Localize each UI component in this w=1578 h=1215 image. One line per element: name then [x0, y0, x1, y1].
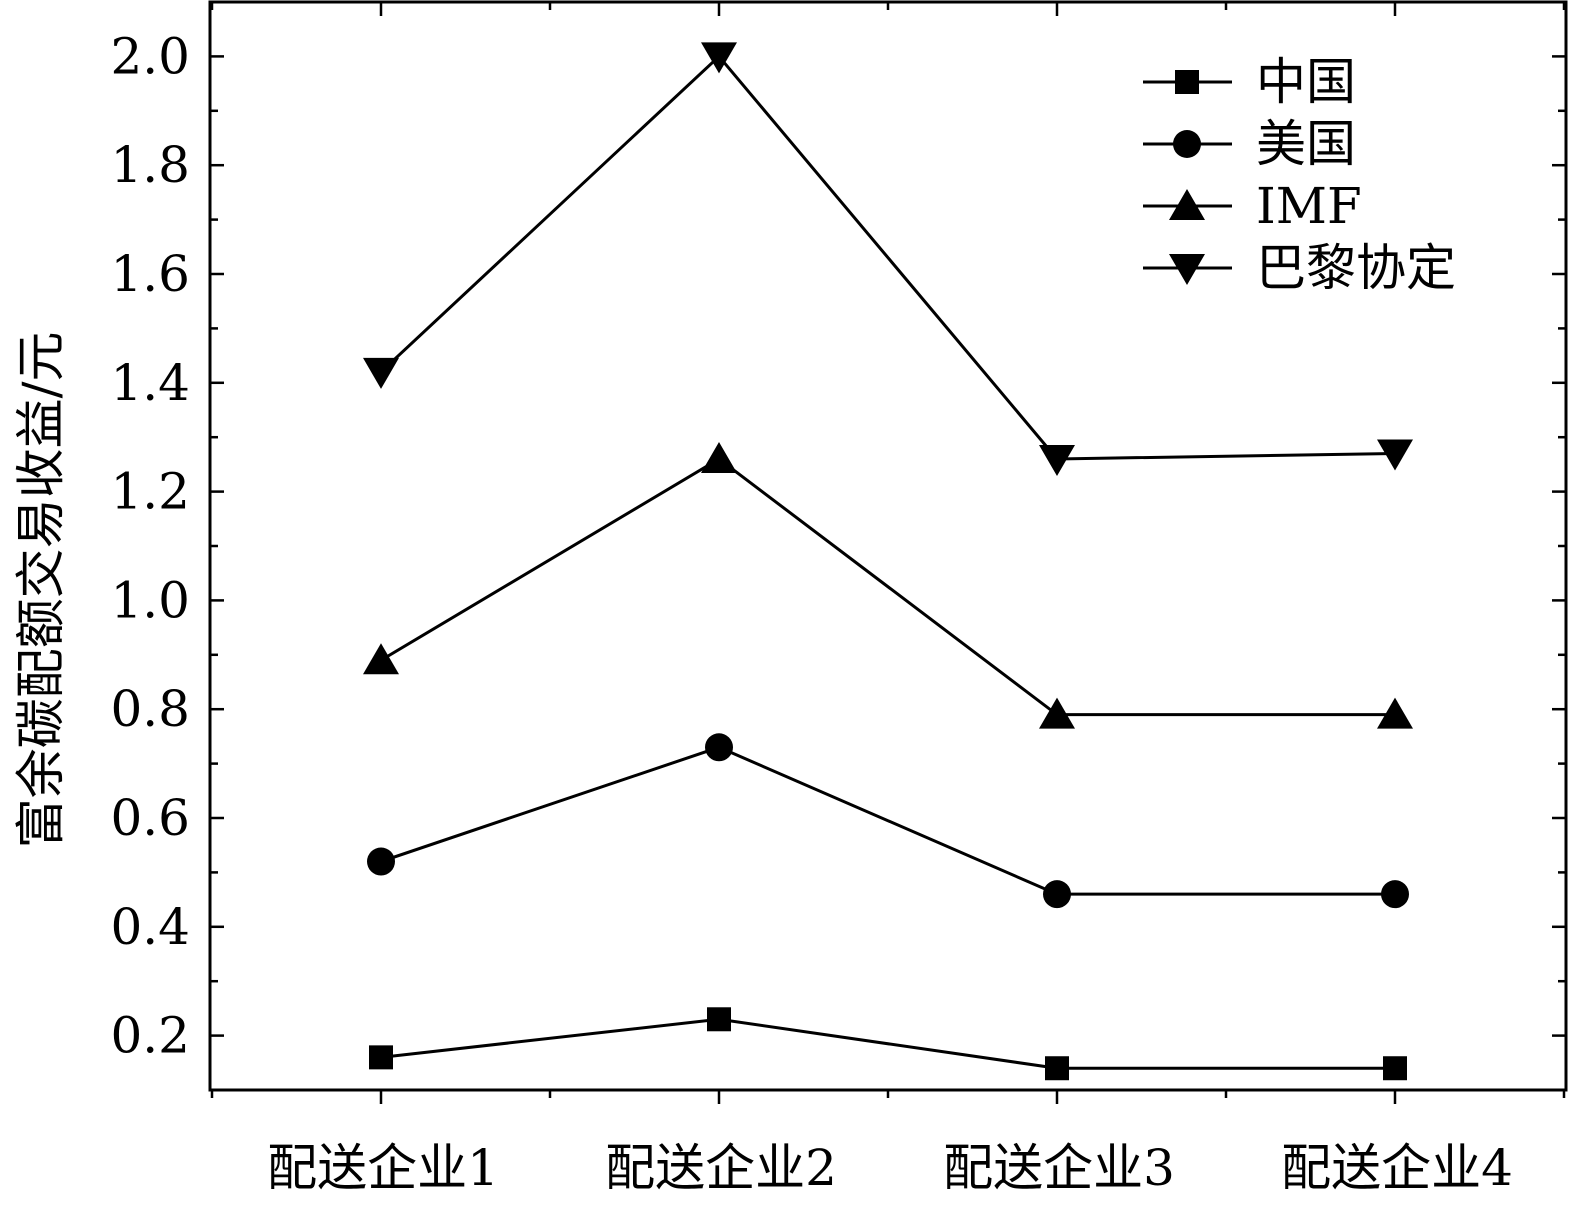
data-point — [363, 643, 399, 675]
y-tick-label: 1.4 — [110, 354, 190, 412]
legend-label: 中国 — [1256, 53, 1356, 111]
series-line — [380, 745, 1395, 896]
legend-marker — [1173, 130, 1201, 158]
series-2 — [367, 733, 1409, 909]
y-tick-label: 1.8 — [110, 136, 190, 194]
legend-label: 美国 — [1256, 115, 1356, 173]
data-point — [1383, 1056, 1407, 1081]
legend-item: 中国 — [1143, 53, 1356, 111]
data-point — [701, 42, 737, 74]
legend-label: IMF — [1256, 177, 1362, 235]
y-axis-title: 富余碳配额交易收益/元 — [12, 332, 70, 849]
legend-item: 美国 — [1143, 115, 1356, 173]
data-point — [705, 733, 733, 762]
legend-item: IMF — [1143, 177, 1362, 235]
legend-marker — [1169, 254, 1205, 285]
data-point — [369, 1045, 393, 1070]
x-tick-label: 配送企业2 — [605, 1139, 837, 1197]
legend-marker — [1175, 70, 1199, 94]
series-line — [379, 54, 1396, 461]
y-tick-label: 1.6 — [110, 245, 190, 303]
data-point — [1043, 880, 1071, 909]
y-tick-label: 1.0 — [110, 571, 190, 629]
series-layer — [363, 42, 1413, 1081]
data-point — [1039, 444, 1075, 476]
plot-frame — [208, 0, 1568, 1092]
y-tick-label: 0.2 — [110, 1007, 190, 1065]
y-tick-label: 0.6 — [110, 789, 190, 847]
y-axis: 0.2 0.4 0.6 0.8 1.0 1.2 1.4 1.6 1.8 2.0 — [110, 0, 1566, 1092]
x-tick-label: 配送企业1 — [267, 1139, 499, 1197]
data-point — [363, 357, 399, 389]
y-tick-label: 2.0 — [110, 27, 190, 85]
series-line — [380, 457, 1395, 717]
legend-item: 巴黎协定 — [1143, 239, 1456, 297]
data-point — [707, 1007, 731, 1032]
series-4 — [363, 42, 1413, 476]
legend-marker — [1169, 189, 1205, 220]
y-tick-label: 0.4 — [110, 898, 190, 956]
series-line — [380, 1017, 1395, 1070]
data-point — [1039, 697, 1075, 729]
data-point — [1377, 697, 1413, 729]
data-point — [701, 441, 737, 473]
data-point — [1381, 880, 1409, 909]
data-point — [367, 847, 395, 876]
series-1 — [369, 1007, 1407, 1081]
x-axis: 配送企业1 配送企业2 配送企业3 配送企业4 — [210, 2, 1566, 1197]
legend-label: 巴黎协定 — [1256, 239, 1456, 297]
data-point — [1045, 1056, 1069, 1081]
series-3 — [363, 441, 1413, 729]
y-tick-label: 1.2 — [110, 463, 190, 521]
y-tick-label: 0.8 — [110, 680, 190, 738]
data-point — [1377, 439, 1413, 471]
x-tick-label: 配送企业3 — [943, 1139, 1175, 1197]
x-tick-label: 配送企业4 — [1281, 1139, 1513, 1197]
